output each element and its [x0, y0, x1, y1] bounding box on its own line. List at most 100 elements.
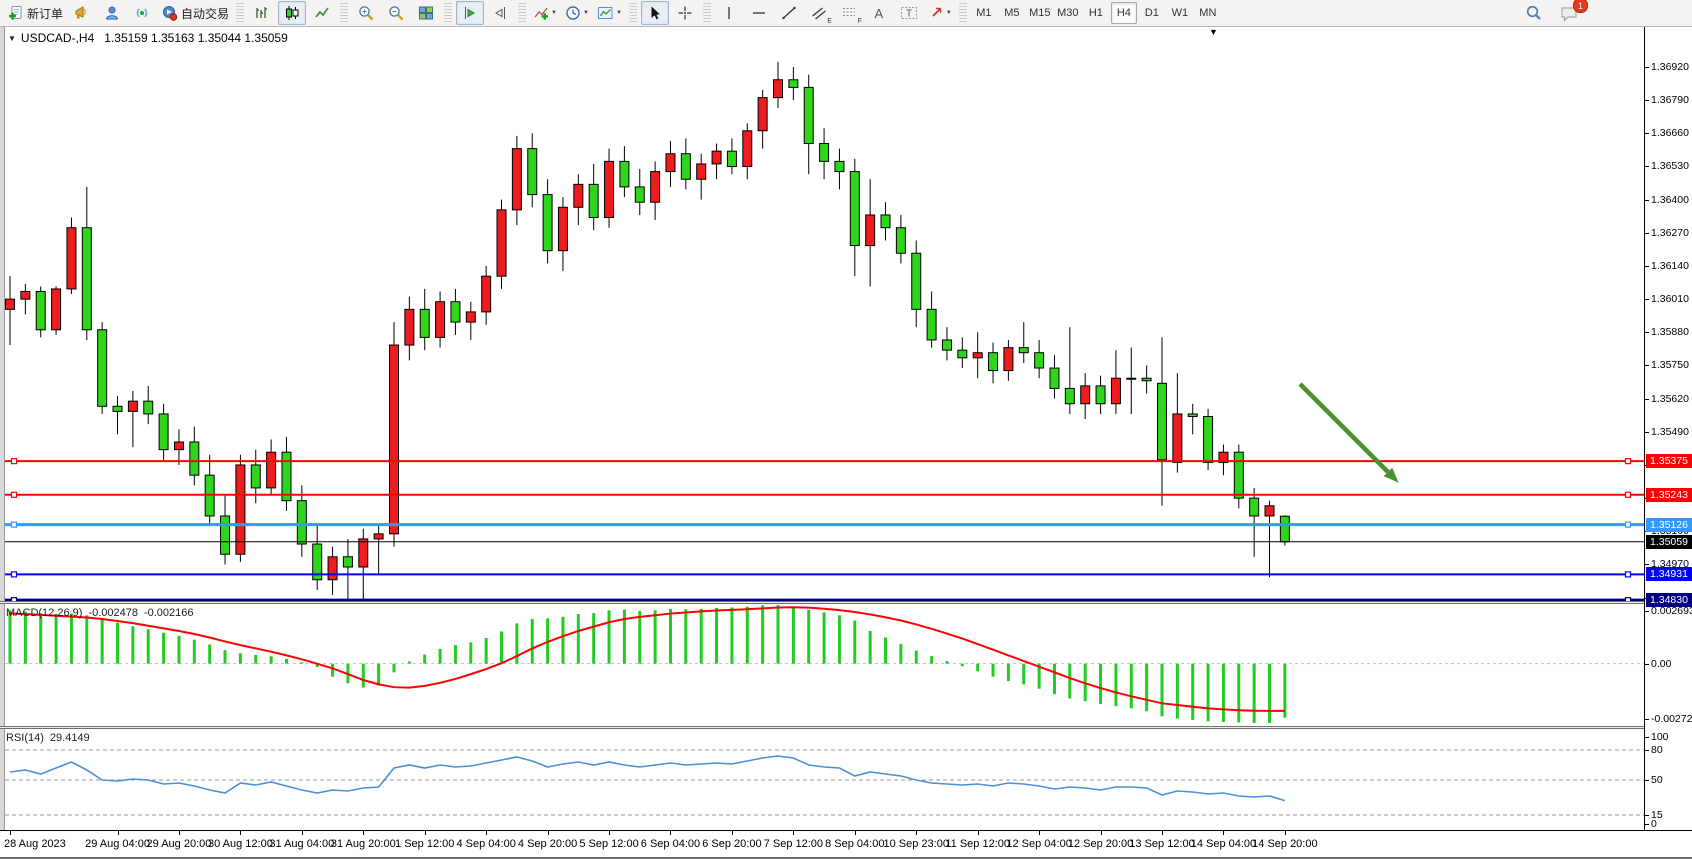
text-tool-button[interactable]: A	[865, 1, 893, 25]
rsi-label: RSI(14) 29.4149	[6, 732, 96, 744]
trendline-button[interactable]	[775, 1, 803, 25]
time-tick	[10, 831, 11, 835]
auto-scroll-icon	[465, 7, 476, 19]
axis-label: 1.35750	[1651, 359, 1689, 372]
search-button[interactable]	[1520, 1, 1548, 25]
macd-panel-canvas[interactable]	[0, 604, 1644, 726]
candlestick-chart-button[interactable]	[278, 1, 307, 25]
time-tick	[916, 831, 918, 835]
time-label: 12 Sep 20:00	[1067, 838, 1134, 850]
panel-separator[interactable]	[0, 601, 1692, 604]
timeframe-button-MN[interactable]: MN	[1199, 7, 1217, 19]
collapse-icon[interactable]: ▼	[8, 33, 16, 43]
time-label: 29 Aug 04:00	[85, 838, 150, 850]
timeframe-button-H1[interactable]: H1	[1088, 7, 1103, 19]
axis-tick	[1645, 100, 1649, 102]
time-label: 7 Sep 12:00	[763, 838, 824, 850]
time-tick	[1100, 831, 1102, 835]
auto-scroll-button[interactable]	[456, 1, 485, 25]
axis-tick	[1645, 780, 1649, 781]
rsi-panel-canvas[interactable]	[0, 729, 1644, 830]
horizontal-line-button[interactable]	[745, 1, 773, 25]
accounts-button[interactable]	[98, 1, 126, 25]
toolbar-grip	[628, 3, 637, 23]
autotrading-icon	[163, 6, 178, 21]
axis-tick	[1645, 719, 1649, 720]
timeframe-button-M5[interactable]: M5	[1004, 7, 1020, 19]
search-icon	[1526, 5, 1541, 20]
line-chart-icon	[315, 7, 329, 18]
axis-label: 1.36790	[1651, 94, 1689, 107]
news-button[interactable]	[68, 1, 96, 25]
axis-tick	[1645, 663, 1649, 665]
zoom-in-icon	[358, 6, 373, 21]
fibonacci-glyph: F	[857, 18, 862, 25]
time-label: 6 Sep 20:00	[702, 838, 762, 850]
crosshair-button[interactable]	[671, 1, 699, 25]
time-label: 11 Sep 12:00	[945, 838, 1010, 850]
panel-separator[interactable]	[0, 726, 1692, 729]
time-label: 8 Sep 04:00	[825, 838, 885, 850]
zoom-in-button[interactable]	[352, 1, 380, 25]
templates-button[interactable]: ▼	[594, 1, 625, 25]
periods-button[interactable]: ▼	[562, 1, 592, 25]
time-tick	[609, 831, 611, 835]
fibonacci-button[interactable]: F	[835, 1, 863, 25]
equidistant-channel-button[interactable]: E	[805, 1, 833, 25]
signals-button[interactable]	[128, 1, 156, 25]
chart-shift-button[interactable]	[486, 1, 514, 25]
timeframe-button-W1[interactable]: W1	[1171, 7, 1189, 19]
toolbar-grip	[958, 3, 967, 23]
timeframe-button-D1[interactable]: D1	[1144, 7, 1159, 19]
timeframe-button-H4[interactable]: H4	[1110, 2, 1137, 24]
new-order-label: 新订单	[27, 6, 64, 21]
zoom-out-icon	[388, 6, 403, 21]
cursor-button[interactable]	[640, 1, 669, 25]
rsi-name: RSI(14)	[6, 732, 44, 744]
axis-tick	[1645, 431, 1649, 433]
zoom-out-button[interactable]	[382, 1, 410, 25]
new-order-button[interactable]: 新订单	[5, 1, 66, 25]
ohlc-values: 1.35159 1.35163 1.35044 1.35059	[104, 31, 288, 45]
line-chart-button[interactable]	[308, 1, 336, 25]
time-tick	[117, 831, 119, 835]
time-label: 13 Sep 12:00	[1129, 838, 1195, 850]
time-label: 4 Sep 04:00	[456, 838, 516, 850]
tile-windows-button[interactable]	[412, 1, 440, 25]
macd-main-value: -0.002478	[88, 607, 138, 619]
price-axis[interactable]: 1.36920 1.36790 1.36660 1.36530 1.36400 1.362…	[1644, 27, 1692, 830]
chart-window: ▼ USDCAD-,H4 1.35159 1.35163 1.35044 1.3…	[0, 27, 1692, 857]
axis-tick	[1645, 332, 1649, 334]
time-tick	[1223, 831, 1225, 835]
template-icon	[597, 7, 613, 19]
toolbar: 新订单 自动交易	[0, 0, 1692, 27]
axis-tick	[1645, 133, 1649, 135]
timeframe-button-M30[interactable]: M30	[1057, 7, 1079, 19]
axis-label: 50	[1651, 774, 1663, 786]
time-label: 28 Aug 2023	[4, 838, 66, 850]
axis-label: 1.36660	[1651, 127, 1689, 140]
main-chart-canvas[interactable]	[0, 27, 1644, 601]
timeframe-button-M1[interactable]: M1	[976, 7, 992, 19]
vertical-line-button[interactable]	[715, 1, 743, 25]
time-tick	[793, 831, 795, 835]
bar-chart-button[interactable]	[248, 1, 276, 25]
user-terminal-icon	[105, 6, 119, 20]
arrows-tool-button[interactable]: ▼	[925, 1, 955, 25]
time-tick	[731, 831, 733, 835]
autotrading-button[interactable]: 自动交易	[158, 1, 232, 25]
timeframe-button-M15[interactable]: M15	[1029, 7, 1051, 19]
time-label: 30 Aug 12:00	[207, 838, 273, 850]
notifications-button[interactable]: 1	[1555, 0, 1588, 25]
text-label-button[interactable]: T	[895, 1, 923, 25]
time-label: 29 Aug 20:00	[146, 838, 212, 850]
time-label: 1 Sep 12:00	[395, 838, 455, 850]
text-tool-glyph: A	[874, 5, 884, 21]
timeframe-group: M1 M5 M15 M30 H1 H4 D1 W1 MN	[970, 2, 1222, 24]
toolbar-grip	[702, 3, 711, 23]
axis-label: 80	[1651, 744, 1663, 756]
indicators-button[interactable]: ▼	[530, 1, 560, 25]
autotrading-label: 自动交易	[181, 6, 230, 21]
axis-tick	[1645, 398, 1649, 400]
time-axis[interactable]: 28 Aug 2023 29 Aug 04:00 29 Aug 20:00 30 Au…	[0, 830, 1692, 857]
